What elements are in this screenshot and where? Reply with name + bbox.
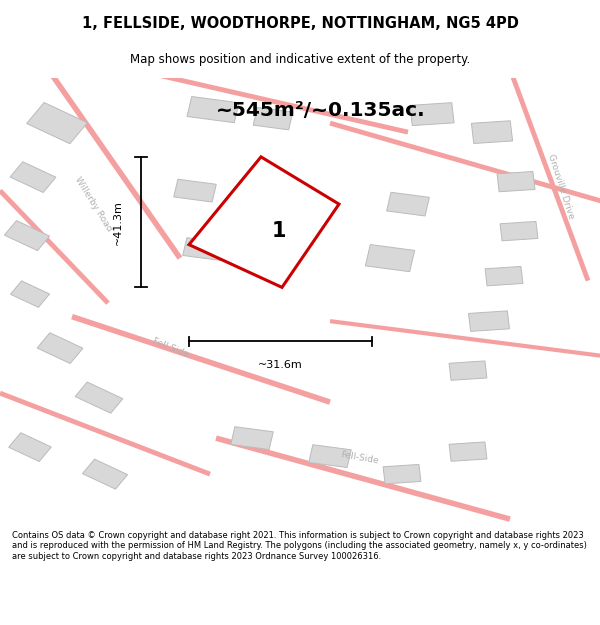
Text: 1: 1 (272, 221, 286, 241)
Text: ~545m²/~0.135ac.: ~545m²/~0.135ac. (216, 101, 425, 119)
Polygon shape (500, 221, 538, 241)
Polygon shape (410, 102, 454, 126)
Text: ~31.6m: ~31.6m (258, 360, 303, 370)
Polygon shape (383, 464, 421, 484)
Polygon shape (82, 459, 128, 489)
Polygon shape (10, 281, 50, 308)
Text: Willerby Road: Willerby Road (73, 175, 113, 233)
Polygon shape (189, 157, 339, 288)
Polygon shape (472, 121, 512, 144)
Polygon shape (187, 96, 239, 122)
Text: ~41.3m: ~41.3m (113, 200, 123, 244)
Polygon shape (4, 221, 50, 251)
Text: 1, FELLSIDE, WOODTHORPE, NOTTINGHAM, NG5 4PD: 1, FELLSIDE, WOODTHORPE, NOTTINGHAM, NG5… (82, 16, 518, 31)
Polygon shape (37, 332, 83, 364)
Text: Fell Side: Fell Side (152, 337, 190, 359)
Text: Contains OS data © Crown copyright and database right 2021. This information is : Contains OS data © Crown copyright and d… (12, 531, 587, 561)
Polygon shape (8, 432, 52, 461)
Polygon shape (485, 266, 523, 286)
Polygon shape (497, 171, 535, 192)
Polygon shape (309, 445, 351, 468)
Polygon shape (365, 244, 415, 272)
Polygon shape (26, 102, 88, 144)
Polygon shape (253, 107, 293, 130)
Polygon shape (174, 179, 216, 202)
Text: Fell-Side: Fell-Side (340, 451, 380, 466)
Polygon shape (231, 427, 273, 449)
Polygon shape (449, 361, 487, 381)
Polygon shape (469, 311, 509, 331)
Polygon shape (75, 382, 123, 413)
Polygon shape (386, 192, 430, 216)
Polygon shape (449, 442, 487, 461)
Text: Grouville Drive: Grouville Drive (546, 152, 576, 220)
Text: Map shows position and indicative extent of the property.: Map shows position and indicative extent… (130, 53, 470, 66)
Polygon shape (183, 238, 225, 261)
Polygon shape (10, 162, 56, 192)
